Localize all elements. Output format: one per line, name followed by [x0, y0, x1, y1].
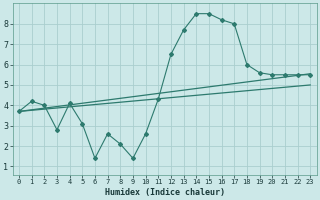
X-axis label: Humidex (Indice chaleur): Humidex (Indice chaleur) — [105, 188, 225, 197]
